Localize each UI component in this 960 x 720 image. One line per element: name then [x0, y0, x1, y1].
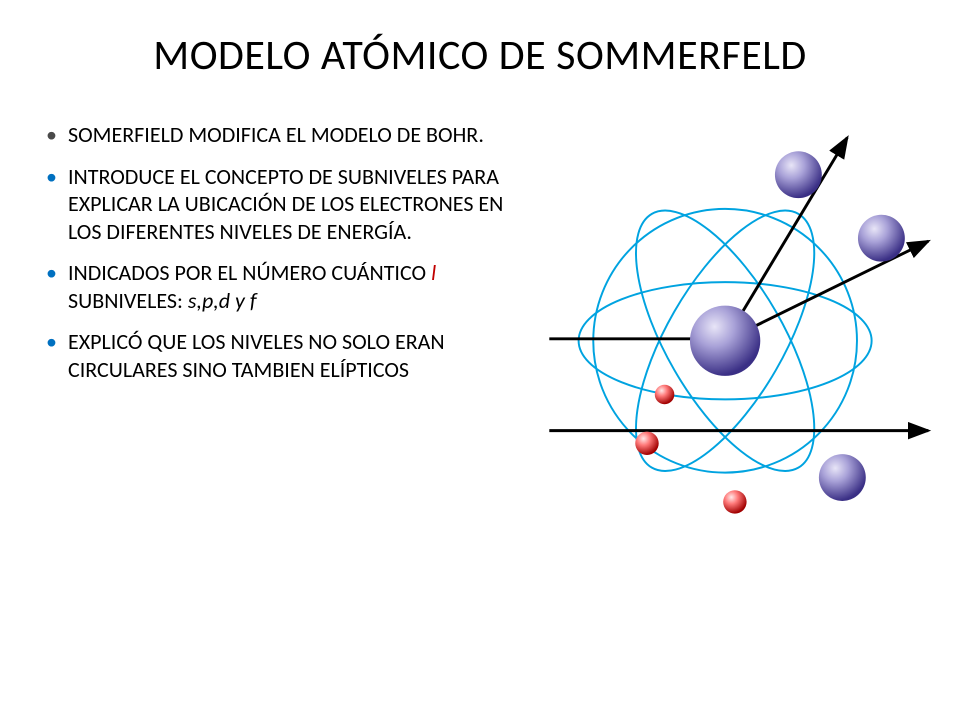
bullet-1: SOMERFIELD MODIFICA EL MODELO DE BOHR.	[40, 121, 510, 149]
bullet-4: EXPLICÓ QUE LOS NIVELES NO SOLO ERAN CIR…	[40, 328, 510, 383]
electron-purple-3	[819, 454, 866, 501]
electron-red-1	[635, 432, 658, 455]
bullet-3-quantum-l: l	[431, 259, 436, 286]
atom-diagram	[520, 111, 940, 551]
bullet-list: SOMERFIELD MODIFICA EL MODELO DE BOHR. I…	[40, 121, 510, 383]
slide-title: MODELO ATÓMICO DE SOMMERFELD	[40, 30, 920, 81]
content-row: SOMERFIELD MODIFICA EL MODELO DE BOHR. I…	[40, 121, 920, 397]
electron-red-2	[723, 490, 746, 513]
bullet-3-sublevels: s,p,d y f	[188, 287, 257, 314]
nucleus	[690, 306, 760, 376]
slide: MODELO ATÓMICO DE SOMMERFELD SOMERFIELD …	[0, 0, 960, 720]
diagram-column	[520, 121, 920, 397]
bullet-3: INDICADOS POR EL NÚMERO CUÁNTICO l SUBNI…	[40, 259, 510, 314]
electron-red-3	[655, 385, 675, 405]
electron-purple-2	[858, 215, 905, 262]
electron-purple-1	[775, 151, 822, 198]
bullet-3-text-a: INDICADOS POR EL NÚMERO CUÁNTICO	[68, 259, 431, 286]
bullet-2: INTRODUCE EL CONCEPTO DE SUBNIVELES PARA…	[40, 163, 510, 246]
bullet-3-text-c: SUBNIVELES:	[68, 287, 188, 314]
text-column: SOMERFIELD MODIFICA EL MODELO DE BOHR. I…	[40, 121, 520, 397]
